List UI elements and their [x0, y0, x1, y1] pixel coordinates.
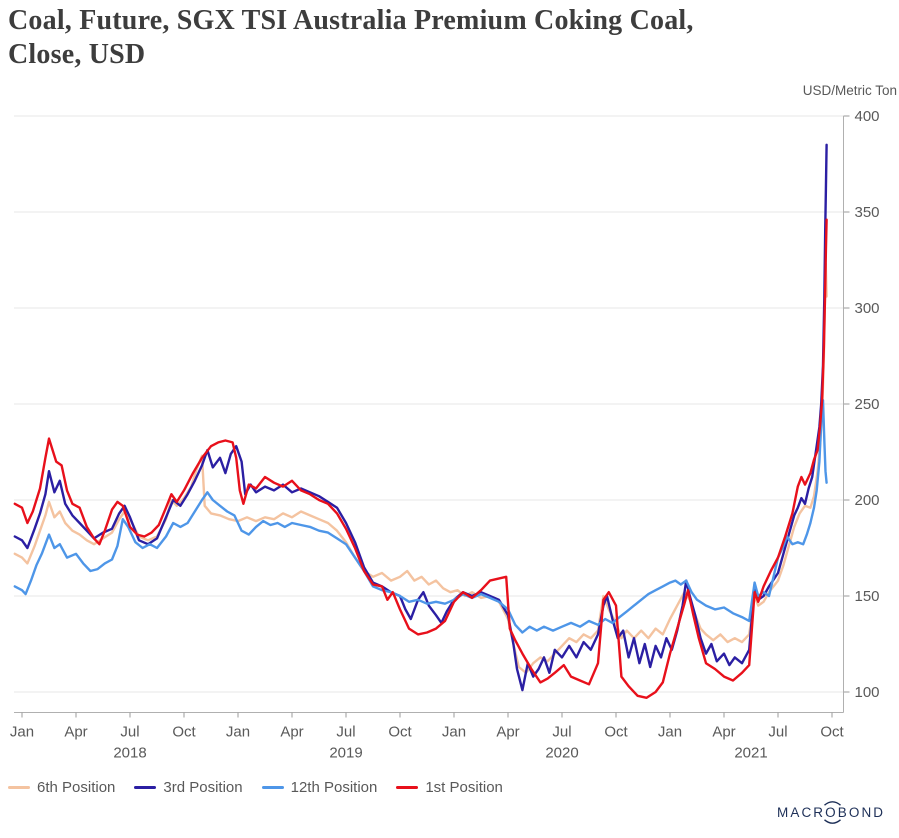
svg-text:Oct: Oct	[172, 724, 196, 741]
legend-item-12th-position[interactable]: 12th Position	[261, 779, 378, 796]
svg-text:200: 200	[855, 492, 880, 509]
legend-swatch	[261, 786, 284, 789]
svg-text:250: 250	[855, 396, 880, 413]
legend-swatch	[134, 786, 157, 789]
legend-label: 1st Position	[425, 779, 503, 796]
svg-text:Jan: Jan	[658, 724, 682, 741]
svg-text:Jan: Jan	[10, 724, 34, 741]
svg-text:2021: 2021	[734, 745, 767, 762]
chart-title: Coal, Future, SGX TSI Australia Premium …	[8, 4, 694, 72]
y-axis-unit-label: USD/Metric Ton	[802, 83, 897, 98]
svg-text:Jul: Jul	[120, 724, 139, 741]
svg-text:350: 350	[855, 204, 880, 221]
chart-title-line-2: Close, USD	[8, 39, 146, 70]
legend-label: 6th Position	[37, 779, 116, 796]
legend-swatch	[396, 786, 419, 789]
svg-text:400: 400	[855, 108, 880, 125]
svg-text:2018: 2018	[113, 745, 146, 762]
svg-text:Oct: Oct	[388, 724, 412, 741]
svg-text:Jul: Jul	[336, 724, 355, 741]
svg-text:300: 300	[855, 300, 880, 317]
legend: 6th Position 3rd Position 12th Position …	[8, 779, 503, 796]
svg-text:Jan: Jan	[442, 724, 466, 741]
svg-text:Jul: Jul	[552, 724, 571, 741]
legend-item-6th-position[interactable]: 6th Position	[8, 779, 115, 796]
logo-arc-bottom-icon	[824, 819, 841, 824]
svg-text:Oct: Oct	[604, 724, 628, 741]
legend-label: 12th Position	[290, 779, 378, 796]
legend-item-3rd-position[interactable]: 3rd Position	[134, 779, 243, 796]
svg-text:Apr: Apr	[496, 724, 519, 741]
logo-arc-top-icon	[824, 801, 841, 806]
svg-text:150: 150	[855, 588, 880, 605]
svg-text:100: 100	[855, 684, 880, 701]
svg-text:Apr: Apr	[712, 724, 735, 741]
svg-text:Apr: Apr	[280, 724, 303, 741]
svg-text:Oct: Oct	[820, 724, 844, 741]
macrobond-logo: MACROBOND	[777, 801, 885, 824]
legend-item-1st-position[interactable]: 1st Position	[396, 779, 503, 796]
svg-text:Jul: Jul	[768, 724, 787, 741]
svg-text:Jan: Jan	[226, 724, 250, 741]
svg-text:2020: 2020	[545, 745, 578, 762]
svg-text:Apr: Apr	[64, 724, 87, 741]
logo-text: MACROBOND	[777, 805, 885, 820]
legend-label: 3rd Position	[163, 779, 243, 796]
svg-text:2019: 2019	[329, 745, 362, 762]
legend-swatch	[8, 786, 30, 789]
chart-title-line-1: Coal, Future, SGX TSI Australia Premium …	[8, 5, 694, 36]
